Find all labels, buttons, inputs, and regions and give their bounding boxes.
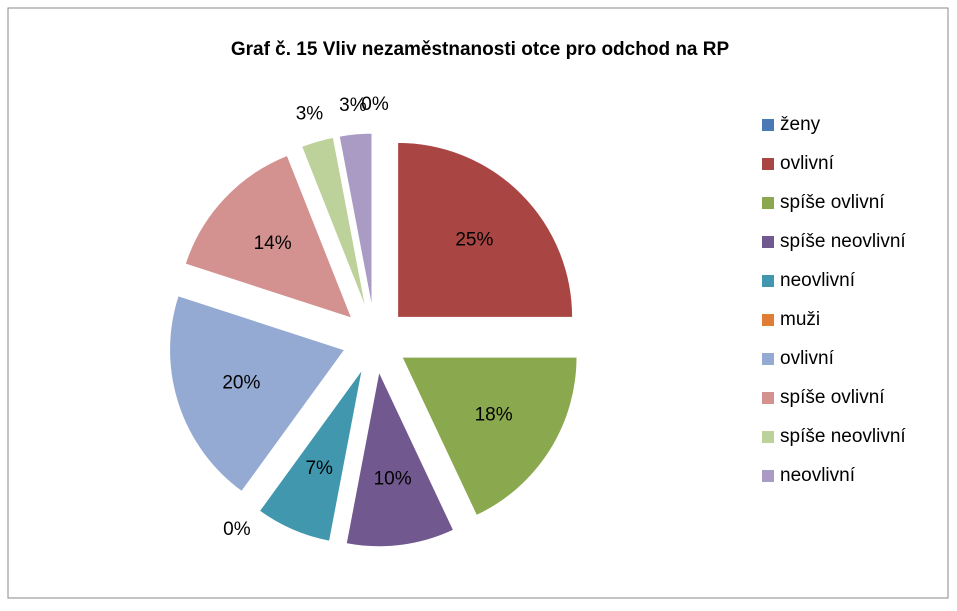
legend-label: spíše ovlivní — [780, 192, 885, 213]
pie-slice — [301, 136, 367, 310]
data-label: 3% — [296, 103, 324, 124]
legend-swatch — [762, 236, 774, 248]
data-label: 10% — [374, 468, 412, 489]
data-label: 3% — [339, 95, 367, 116]
legend-label: muži — [780, 309, 820, 330]
legend-swatch — [762, 119, 774, 131]
legend-swatch — [762, 431, 774, 443]
data-label: 14% — [254, 233, 292, 254]
legend-swatch — [762, 470, 774, 482]
legend-swatch — [762, 158, 774, 170]
legend-label: neovlivní — [780, 465, 856, 486]
pie-slice — [169, 295, 346, 493]
legend-label: ovlivní — [780, 348, 835, 369]
legend-label: spíše neovlivní — [780, 426, 906, 447]
data-label: 25% — [455, 230, 493, 251]
legend-label: spíše ovlivní — [780, 387, 885, 408]
legend-swatch — [762, 197, 774, 209]
chart-title: Graf č. 15 Vliv nezaměstnanosti otce pro… — [231, 39, 730, 60]
legend-label: neovlivní — [780, 270, 856, 291]
data-label: 0% — [361, 94, 389, 115]
legend-swatch — [762, 392, 774, 404]
legend-swatch — [762, 353, 774, 365]
data-label: 20% — [222, 372, 260, 393]
data-label: 7% — [305, 458, 333, 479]
legend-label: ovlivní — [780, 153, 835, 174]
legend-label: spíše neovlivní — [780, 231, 906, 252]
pie-slice — [345, 370, 455, 548]
pie-slice — [401, 356, 578, 517]
pie-slice — [338, 132, 373, 309]
data-label: 0% — [223, 519, 251, 540]
pie-slice — [184, 154, 353, 319]
pie-slice — [258, 369, 363, 542]
legend-label: ženy — [780, 114, 821, 135]
pie-slice — [397, 141, 574, 318]
legend-swatch — [762, 314, 774, 326]
legend-swatch — [762, 275, 774, 287]
data-label: 18% — [475, 404, 513, 425]
